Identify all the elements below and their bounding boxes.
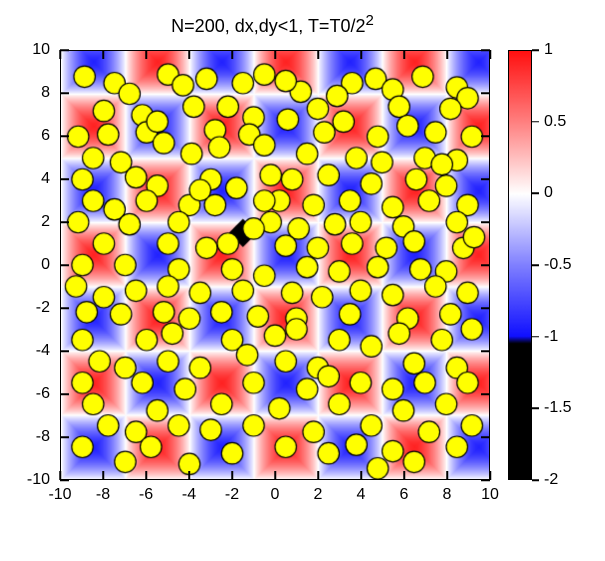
y-tick-label: -10	[27, 471, 50, 489]
x-tick-label: 2	[314, 486, 323, 504]
y-tick-mark	[60, 350, 69, 352]
plot-area	[60, 50, 490, 480]
y-tick-mark	[481, 307, 490, 309]
colorbar-tick-mark	[532, 336, 539, 338]
x-tick-mark	[145, 471, 147, 480]
x-tick-mark	[274, 50, 276, 59]
x-tick-label: -6	[139, 486, 153, 504]
x-tick-mark	[274, 471, 276, 480]
colorbar-tick-mark	[532, 479, 539, 481]
x-tick-mark	[231, 471, 233, 480]
y-tick-mark	[60, 436, 69, 438]
x-tick-label: -4	[182, 486, 196, 504]
y-tick-label: -8	[36, 428, 50, 446]
y-tick-mark	[60, 479, 69, 481]
y-tick-mark	[481, 221, 490, 223]
colorbar	[508, 50, 532, 480]
colorbar-tick-mark	[532, 408, 539, 410]
x-tick-label: 6	[400, 486, 409, 504]
colorbar-canvas	[509, 51, 531, 479]
x-tick-label: 8	[443, 486, 452, 504]
y-tick-mark	[481, 479, 490, 481]
colorbar-tick-mark	[532, 264, 539, 266]
y-tick-label: 2	[41, 213, 50, 231]
scatter-canvas	[61, 51, 489, 479]
x-tick-label: 0	[271, 486, 280, 504]
y-tick-mark	[60, 307, 69, 309]
y-tick-mark	[481, 135, 490, 137]
x-tick-label: -10	[48, 486, 71, 504]
chart-title-sup: 2	[365, 12, 373, 29]
chart-title-text: N=200, dx,dy<1, T=T0/2	[171, 16, 365, 36]
y-tick-label: -4	[36, 342, 50, 360]
colorbar-tick-label: 1	[544, 41, 553, 59]
y-tick-label: 0	[41, 256, 50, 274]
y-tick-mark	[60, 264, 69, 266]
colorbar-tick-label: -0.5	[544, 256, 572, 274]
x-tick-mark	[317, 471, 319, 480]
x-tick-mark	[403, 471, 405, 480]
x-tick-mark	[145, 50, 147, 59]
colorbar-tick-mark	[532, 121, 539, 123]
y-tick-mark	[481, 92, 490, 94]
y-tick-mark	[481, 350, 490, 352]
y-tick-label: 4	[41, 170, 50, 188]
x-tick-mark	[102, 471, 104, 480]
x-tick-label: 10	[481, 486, 499, 504]
x-tick-mark	[231, 50, 233, 59]
x-tick-mark	[102, 50, 104, 59]
y-tick-mark	[60, 393, 69, 395]
y-tick-mark	[60, 135, 69, 137]
x-tick-mark	[489, 50, 491, 59]
y-tick-mark	[481, 178, 490, 180]
y-tick-mark	[60, 92, 69, 94]
y-tick-mark	[481, 436, 490, 438]
y-tick-mark	[60, 221, 69, 223]
x-tick-mark	[317, 50, 319, 59]
x-tick-mark	[360, 50, 362, 59]
x-tick-mark	[188, 50, 190, 59]
y-tick-mark	[481, 264, 490, 266]
colorbar-tick-label: -1	[544, 328, 558, 346]
y-tick-label: -6	[36, 385, 50, 403]
colorbar-tick-label: -2	[544, 471, 558, 489]
colorbar-tick-mark	[532, 49, 539, 51]
x-tick-mark	[446, 50, 448, 59]
chart-title: N=200, dx,dy<1, T=T0/22	[0, 12, 545, 37]
x-tick-mark	[59, 50, 61, 59]
colorbar-tick-label: -1.5	[544, 399, 572, 417]
x-tick-mark	[446, 471, 448, 480]
y-tick-mark	[60, 49, 69, 51]
y-tick-mark	[60, 178, 69, 180]
y-tick-label: 8	[41, 84, 50, 102]
chart-container: N=200, dx,dy<1, T=T0/22 -10-8-6-4-202468…	[0, 0, 605, 561]
x-tick-mark	[403, 50, 405, 59]
colorbar-tick-mark	[532, 193, 539, 195]
y-tick-mark	[481, 393, 490, 395]
y-tick-label: 6	[41, 127, 50, 145]
x-tick-label: 4	[357, 486, 366, 504]
x-tick-label: -2	[225, 486, 239, 504]
x-tick-mark	[360, 471, 362, 480]
colorbar-tick-label: 0.5	[544, 113, 566, 131]
colorbar-tick-label: 0	[544, 184, 553, 202]
x-tick-mark	[188, 471, 190, 480]
y-tick-mark	[481, 49, 490, 51]
y-tick-label: -2	[36, 299, 50, 317]
y-tick-label: 10	[32, 41, 50, 59]
x-tick-label: -8	[96, 486, 110, 504]
